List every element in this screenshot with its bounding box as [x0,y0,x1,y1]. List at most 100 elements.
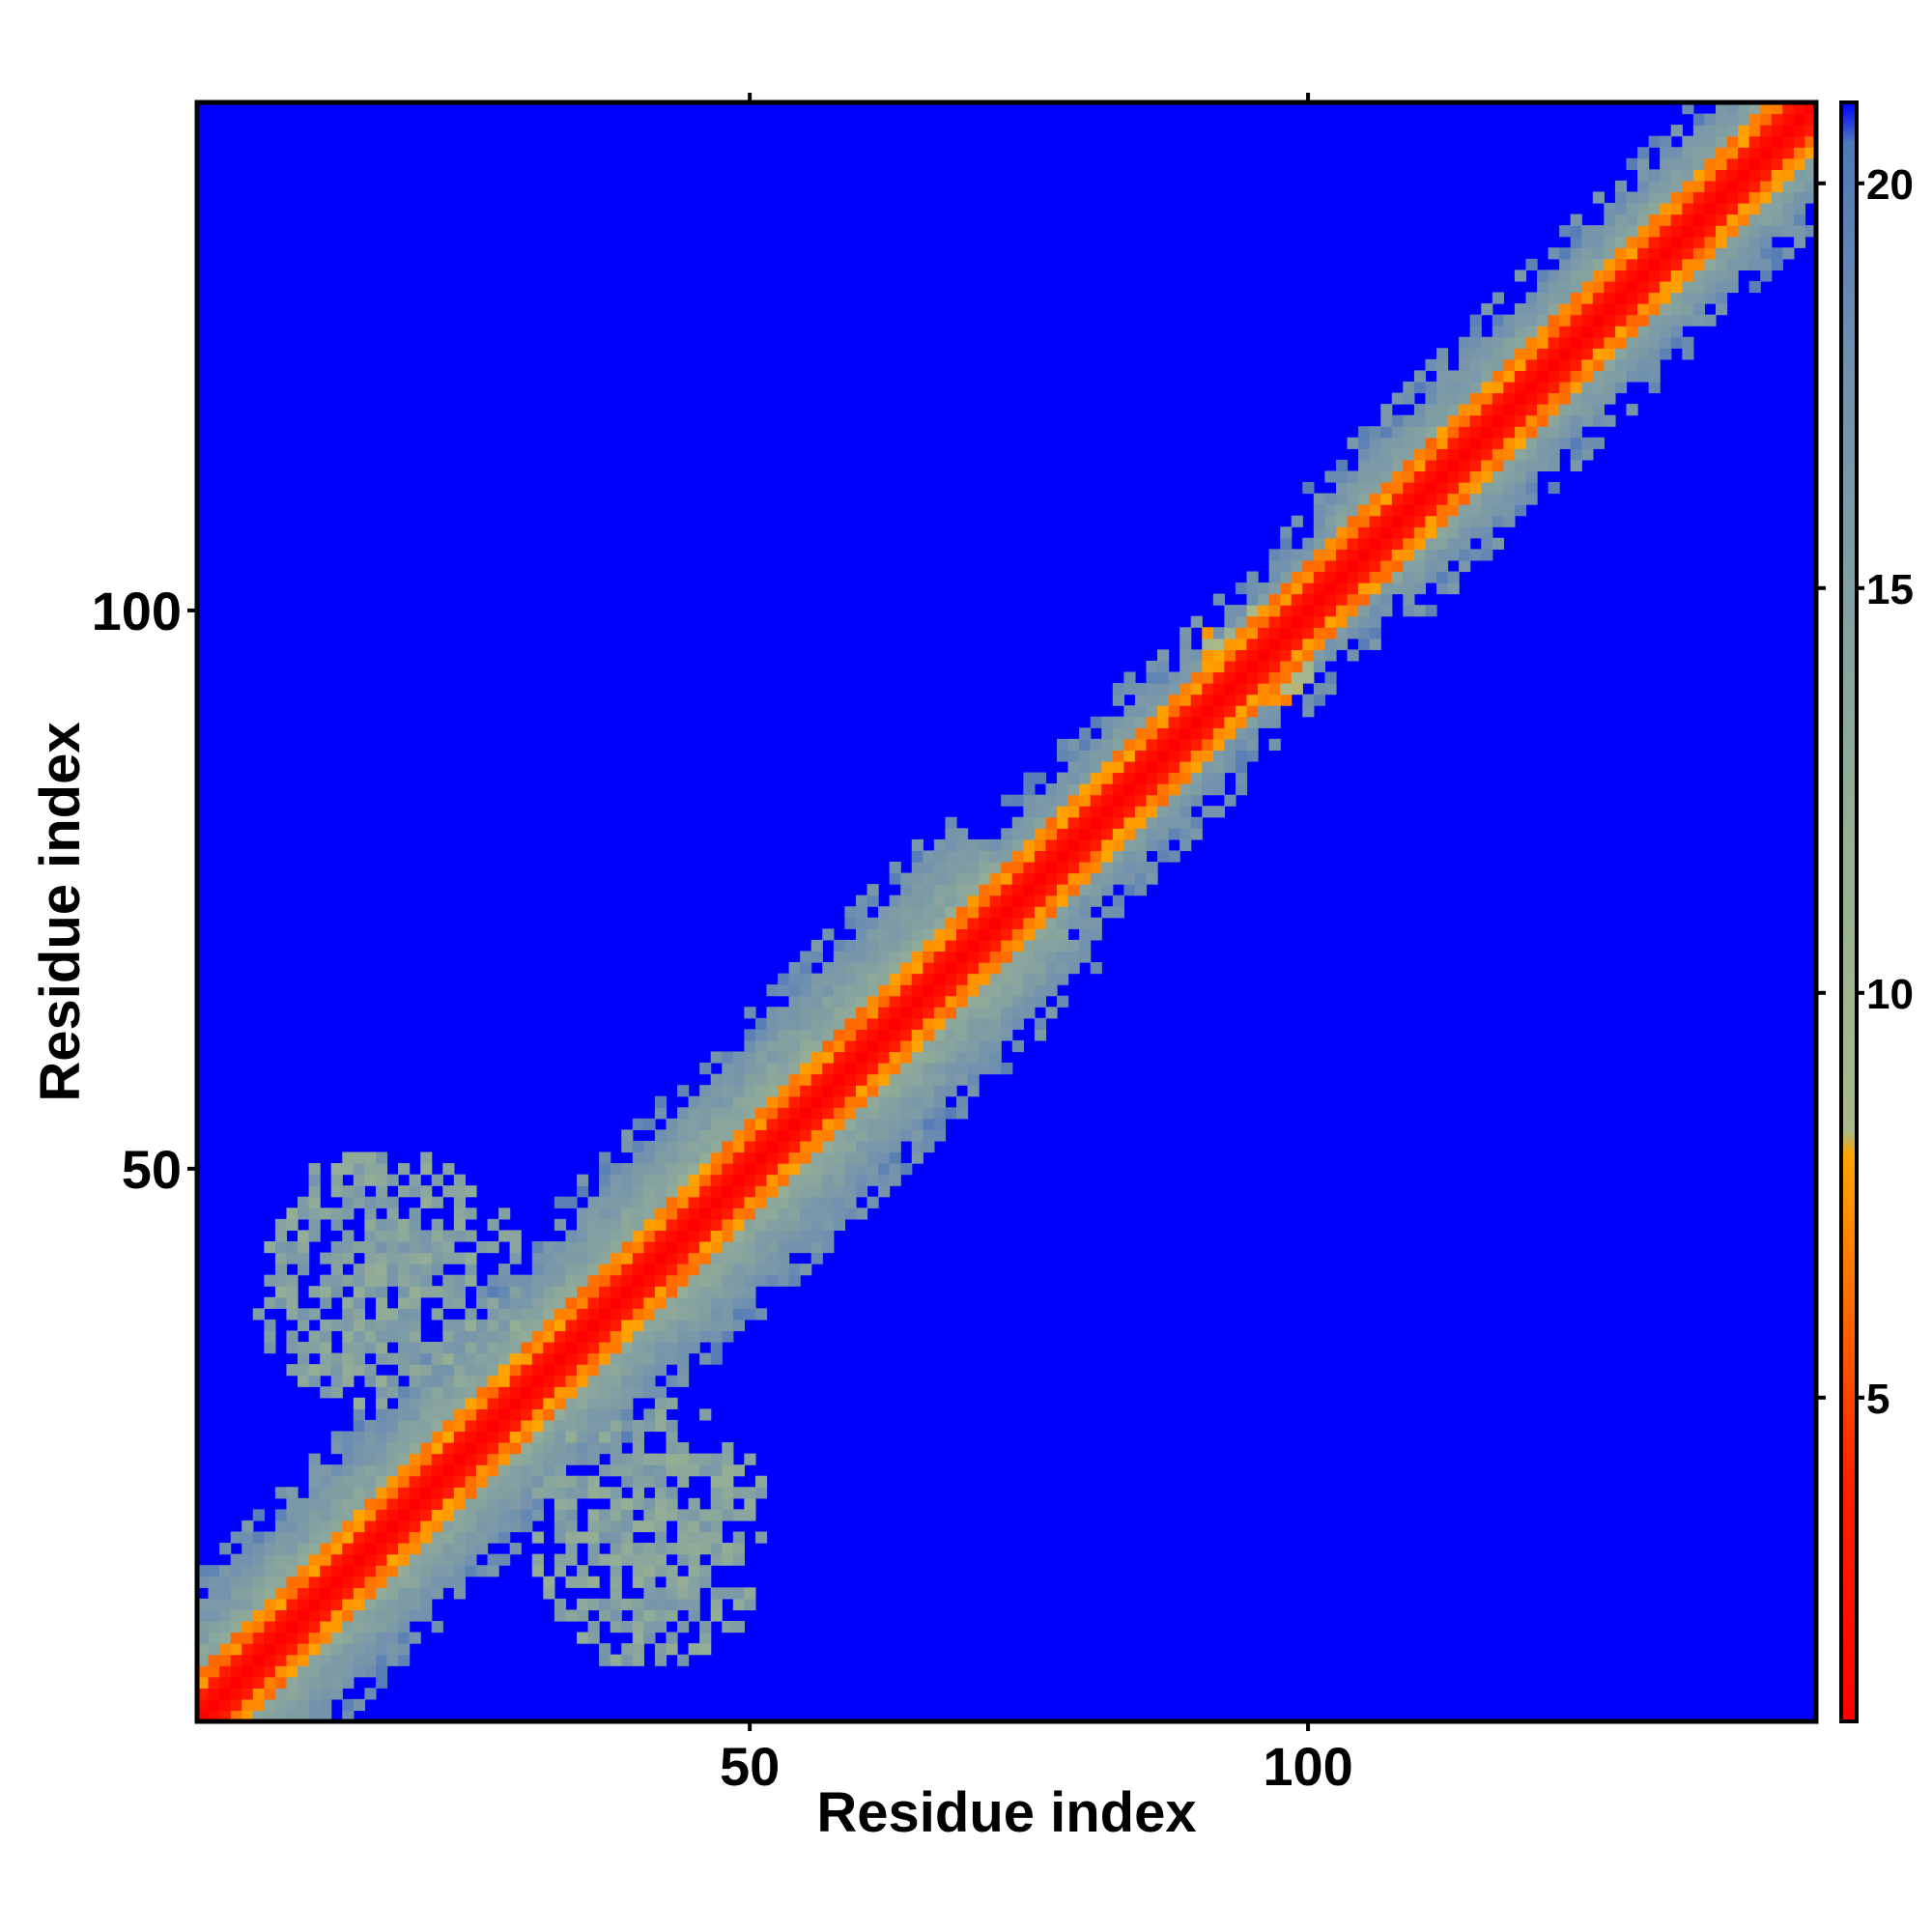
heatmap-cell [1648,180,1661,193]
heatmap-cell [1157,683,1170,696]
heatmap-cell [353,1497,365,1510]
heatmap-cell [420,1553,433,1566]
heatmap-cell [353,1620,365,1634]
heatmap-cell [1514,314,1527,327]
heatmap-cell [1291,683,1303,696]
heatmap-cell [320,1520,332,1533]
heatmap-cell [554,1553,567,1566]
heatmap-cell [889,917,901,929]
heatmap-cell [788,1051,801,1064]
heatmap-cell [979,995,991,1008]
heatmap-cell [1313,649,1326,662]
heatmap-cell [1715,236,1728,248]
heatmap-cell [699,1208,712,1220]
heatmap-cell [1324,504,1337,517]
heatmap-cell [1525,292,1538,304]
heatmap-cell [252,1587,265,1600]
heatmap-cell [320,1676,332,1689]
heatmap-cell [923,928,935,941]
heatmap-cell [643,1453,656,1465]
heatmap-cell [386,1520,399,1533]
heatmap-cell [398,1576,411,1588]
heatmap-cell [979,1007,991,1019]
heatmap-cell [353,1352,365,1365]
heatmap-cell [933,1085,947,1097]
heatmap-cell [565,1419,578,1433]
heatmap-cell [286,1497,298,1510]
heatmap-cell [800,1208,812,1220]
heatmap-cell [1514,426,1527,439]
heatmap-cell [643,1342,656,1354]
heatmap-cell [1335,504,1349,517]
heatmap-cell [1604,370,1616,383]
heatmap-cell [1268,671,1281,684]
heatmap-cell [465,1531,477,1544]
heatmap-cell [1592,314,1605,327]
heatmap-cell [475,1464,489,1477]
heatmap-cell [274,1274,288,1287]
heatmap-cell [1403,459,1415,472]
heatmap-cell [1202,638,1214,650]
heatmap-cell [364,1543,377,1555]
heatmap-cell [788,1140,801,1153]
heatmap-cell [1291,638,1303,650]
heatmap-cell [855,917,868,929]
heatmap-cell [398,1632,411,1644]
heatmap-cell [900,928,913,941]
heatmap-cell [1492,292,1504,304]
heatmap-cell [610,1431,622,1443]
heatmap-cell [308,1632,321,1644]
heatmap-cell [353,1185,365,1198]
heatmap-cell [643,1274,656,1287]
heatmap-cell [219,1620,232,1634]
heatmap-cell [800,1163,812,1176]
heatmap-cell [1001,951,1013,963]
heatmap-cell [298,1252,310,1264]
heatmap-cell [1011,884,1024,896]
heatmap-cell [1358,426,1371,439]
heatmap-cell [252,1576,265,1588]
heatmap-cell [1235,750,1248,762]
heatmap-cell [320,1565,332,1577]
heatmap-cell [409,1240,421,1254]
heatmap-cell [274,1252,288,1264]
heatmap-cell [1146,816,1158,829]
heatmap-cell [475,1296,489,1309]
heatmap-cell [722,1129,734,1142]
heatmap-cell [967,951,980,963]
heatmap-cell [342,1442,355,1455]
heatmap-cell [487,1442,499,1455]
heatmap-cell [1045,872,1058,885]
heatmap-cell [386,1431,399,1443]
heatmap-cell [621,1352,634,1365]
heatmap-cell [1268,605,1281,617]
heatmap-cell [989,895,1002,907]
heatmap-cell [1391,559,1404,573]
heatmap-cell [1157,694,1170,706]
heatmap-cell [1670,247,1683,260]
heatmap-cell [1492,414,1504,427]
heatmap-cell [1614,370,1628,383]
heatmap-cell [1101,906,1114,919]
heatmap-cell [386,1587,399,1600]
heatmap-cell [398,1230,411,1242]
heatmap-cell [610,1308,622,1321]
heatmap-cell [1738,157,1750,170]
heatmap-cell [1347,549,1359,561]
heatmap-cell [230,1587,242,1600]
heatmap-cell [610,1296,622,1309]
heatmap-cell [1793,191,1806,204]
heatmap-cell [208,1609,220,1622]
heatmap-cell [1692,225,1706,238]
heatmap-cell [666,1397,678,1409]
heatmap-cell [933,973,947,985]
heatmap-cell [889,1095,901,1108]
heatmap-cell [1380,526,1393,539]
heatmap-cell [453,1543,467,1555]
heatmap-cell [1748,147,1761,159]
heatmap-cell [1190,683,1203,696]
heatmap-cell [286,1330,298,1343]
heatmap-cell [632,1497,644,1510]
heatmap-cell [465,1185,477,1198]
heatmap-cell [342,1196,355,1208]
